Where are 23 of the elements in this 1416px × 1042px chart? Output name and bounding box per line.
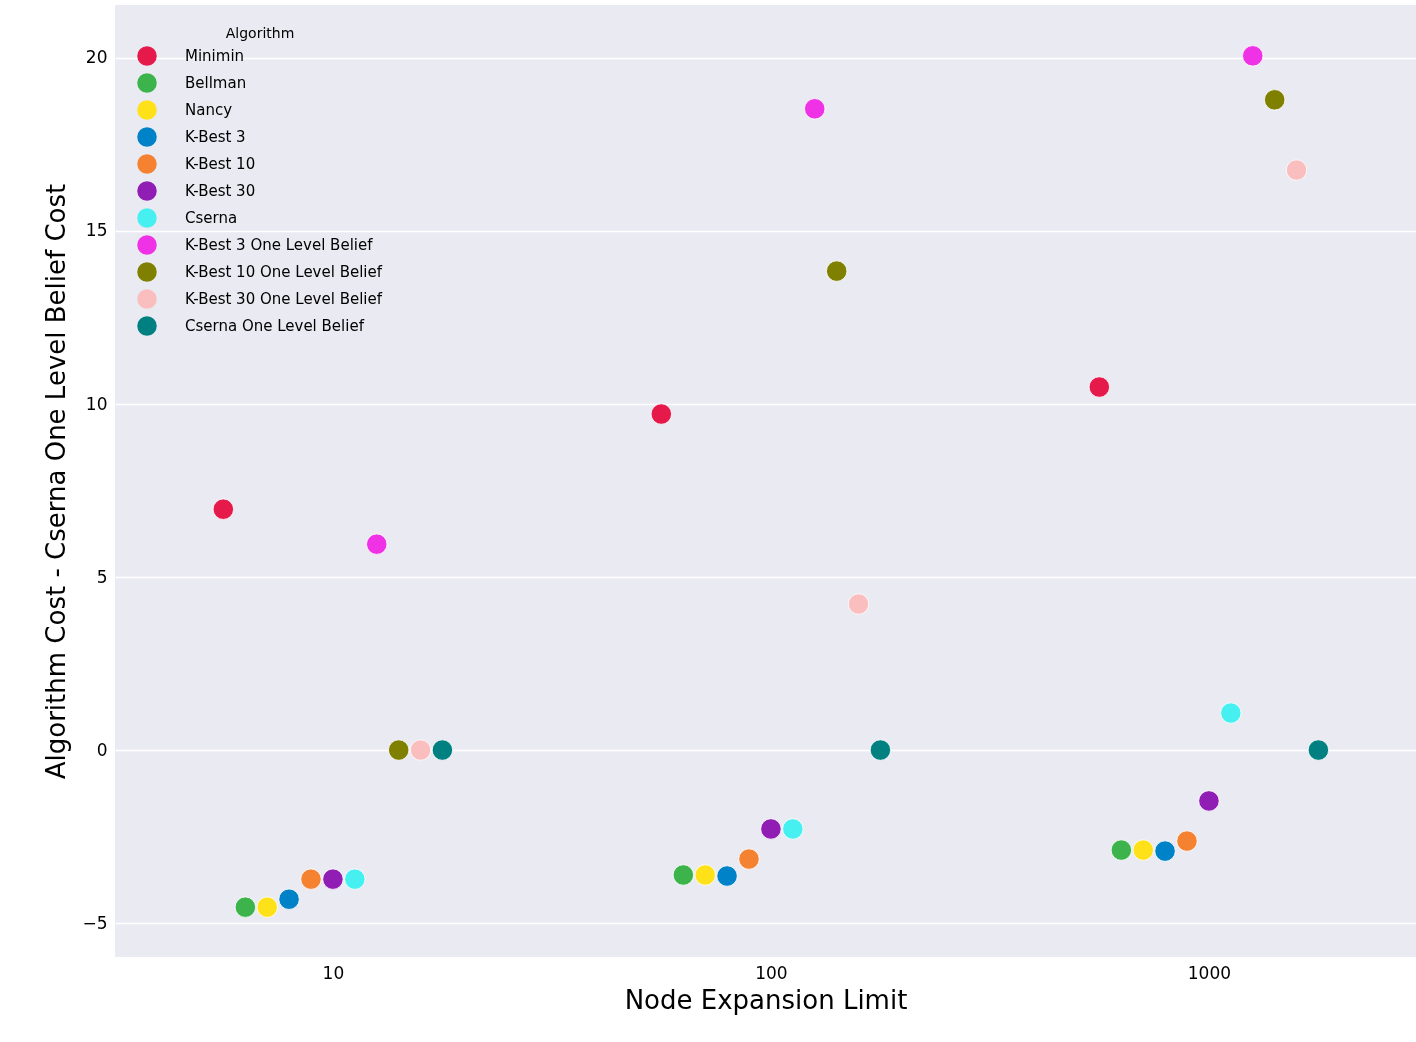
legend-label: Cserna One Level Belief (185, 317, 365, 335)
y-tick-label: 5 (96, 566, 108, 587)
legend-label: K-Best 10 (185, 155, 256, 173)
x-tick-label: 10 (322, 962, 345, 983)
y-tick-label: 0 (96, 739, 108, 760)
y-tick-label: 10 (85, 393, 108, 414)
y-tick-label: −5 (82, 912, 108, 933)
y-axis-title: Algorithm Cost - Cserna One Level Belief Cost (41, 183, 72, 780)
legend-label: K-Best 3 (185, 128, 246, 146)
legend-label: K-Best 30 (185, 182, 256, 200)
legend-label: Bellman (185, 74, 247, 92)
y-tick-label: 20 (85, 47, 108, 68)
legend-label: K-Best 30 One Level Belief (185, 290, 383, 308)
legend-label: Cserna (185, 209, 238, 227)
legend-label: K-Best 10 One Level Belief (185, 263, 383, 281)
x-axis-title: Node Expansion Limit (624, 984, 908, 1015)
legend-label: K-Best 3 One Level Belief (185, 236, 374, 254)
legend-title: Algorithm (225, 25, 295, 41)
x-tick-label: 100 (755, 962, 788, 983)
y-tick-label: 15 (85, 220, 108, 241)
legend-label: Minimin (185, 47, 245, 65)
x-tick-label: 1000 (1187, 962, 1232, 983)
legend-label: Nancy (185, 101, 233, 119)
